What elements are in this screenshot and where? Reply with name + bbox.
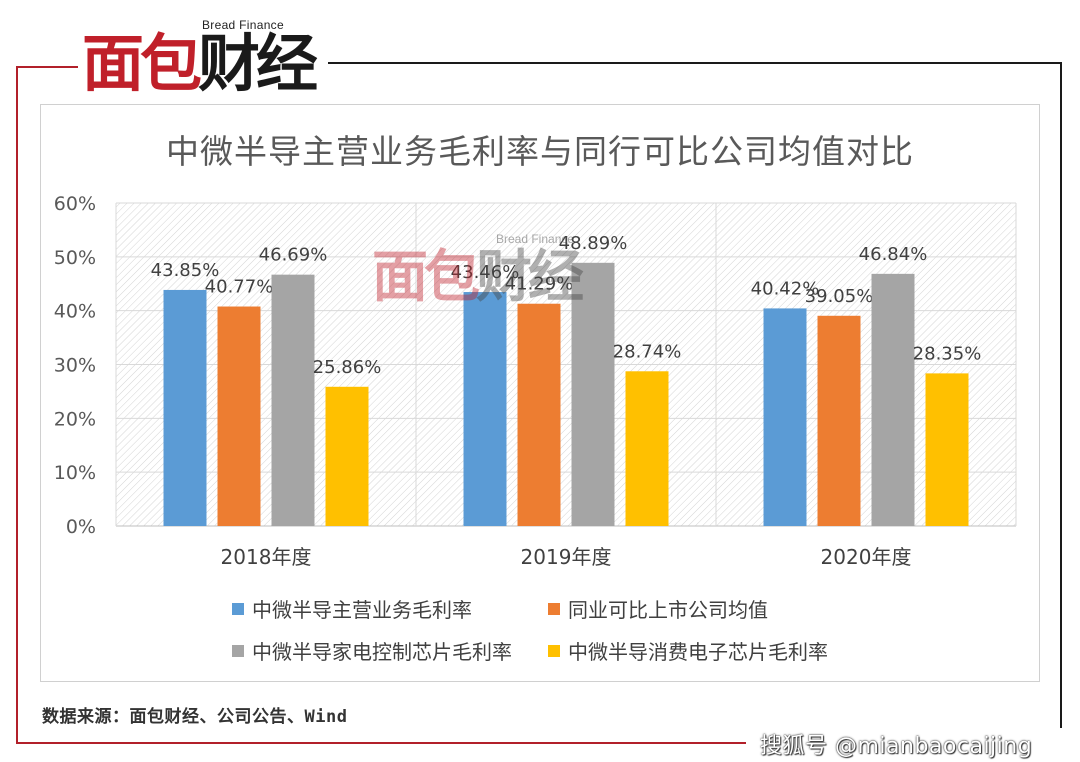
legend-swatch-orange <box>548 602 560 615</box>
watermark-brand-text: Bread Finance <box>496 232 575 246</box>
bar <box>325 386 369 526</box>
legend-label: 中微半导消费电子芯片毛利率 <box>568 640 828 664</box>
legend-swatch-gray <box>232 644 244 657</box>
data-label: 28.35% <box>913 343 982 364</box>
bar <box>625 371 669 526</box>
data-label: 25.86% <box>313 357 382 378</box>
source-note: 数据来源：面包财经、公司公告、Wind <box>42 707 348 727</box>
chart-panel: 中微半导主营业务毛利率与同行可比公司均值对比 0% 10% 20% 30% 40% 50%… <box>40 104 1040 682</box>
legend-item-consumer-chip: 中微半导消费电子芯片毛利率 <box>548 636 828 665</box>
data-label: 40.42% <box>751 278 820 299</box>
y-tick-label: 0% <box>66 516 96 538</box>
legend-item-peer-average: 同业可比上市公司均值 <box>548 594 768 623</box>
y-tick-label: 40% <box>54 301 96 323</box>
legend-label: 中微半导家电控制芯片毛利率 <box>252 640 512 664</box>
data-label: 40.77% <box>205 277 274 298</box>
bar <box>271 274 315 526</box>
data-label: 46.69% <box>259 245 328 266</box>
data-label: 28.74% <box>613 341 682 362</box>
bar <box>571 262 615 526</box>
brand-logo: Bread Finance 面包财经 <box>82 18 332 100</box>
bar <box>871 273 915 526</box>
y-tick-label: 10% <box>54 462 96 484</box>
bar <box>163 289 207 526</box>
logo-characters: 面包财经 <box>82 27 318 100</box>
data-label: 46.84% <box>859 244 928 265</box>
y-tick-label: 60% <box>54 193 96 215</box>
frame-top-line <box>328 62 1062 64</box>
x-tick-label: 2020年度 <box>821 545 912 569</box>
y-tick-label: 20% <box>54 408 96 430</box>
logo-char-1: 面 <box>82 27 144 100</box>
data-label: 48.89% <box>559 233 628 254</box>
data-label: 39.05% <box>805 286 874 307</box>
bar-chart: 0% 10% 20% 30% 40% 50% 60% 43.85%40.77% 46.69% 25… <box>54 193 1017 569</box>
bar <box>463 292 507 526</box>
frame-bottom-line <box>16 742 746 744</box>
data-label: 43.46% <box>451 262 520 283</box>
logo-char-3: 财 <box>198 27 260 100</box>
legend-item-main-margin: 中微半导主营业务毛利率 <box>232 594 472 623</box>
frame-left-line <box>16 66 18 744</box>
legend-swatch-yellow <box>548 644 560 657</box>
platform-watermark: 搜狐号 @mianbaocaijing <box>760 734 1033 759</box>
y-tick-label: 50% <box>54 247 96 269</box>
logo-char-4: 经 <box>256 27 318 100</box>
bar <box>217 306 261 526</box>
data-label: 43.85% <box>151 260 220 281</box>
legend-label: 同业可比上市公司均值 <box>568 598 768 622</box>
bar <box>763 308 807 526</box>
bar <box>925 373 969 526</box>
legend-label: 中微半导主营业务毛利率 <box>252 598 472 622</box>
legend-swatch-blue <box>232 602 244 615</box>
logo-brand-text: Bread Finance <box>202 18 284 32</box>
logo-char-2: 包 <box>140 27 202 100</box>
frame-right-line <box>1060 62 1062 728</box>
chart-title: 中微半导主营业务毛利率与同行可比公司均值对比 <box>166 132 914 171</box>
frame-top-left-line <box>16 66 78 68</box>
x-tick-label: 2019年度 <box>521 545 612 569</box>
data-label: 41.29% <box>505 274 574 295</box>
x-tick-label: 2018年度 <box>221 545 312 569</box>
bar <box>817 315 861 526</box>
y-tick-label: 30% <box>54 355 96 377</box>
bar <box>517 303 561 526</box>
legend-item-appliance-chip: 中微半导家电控制芯片毛利率 <box>232 636 512 665</box>
